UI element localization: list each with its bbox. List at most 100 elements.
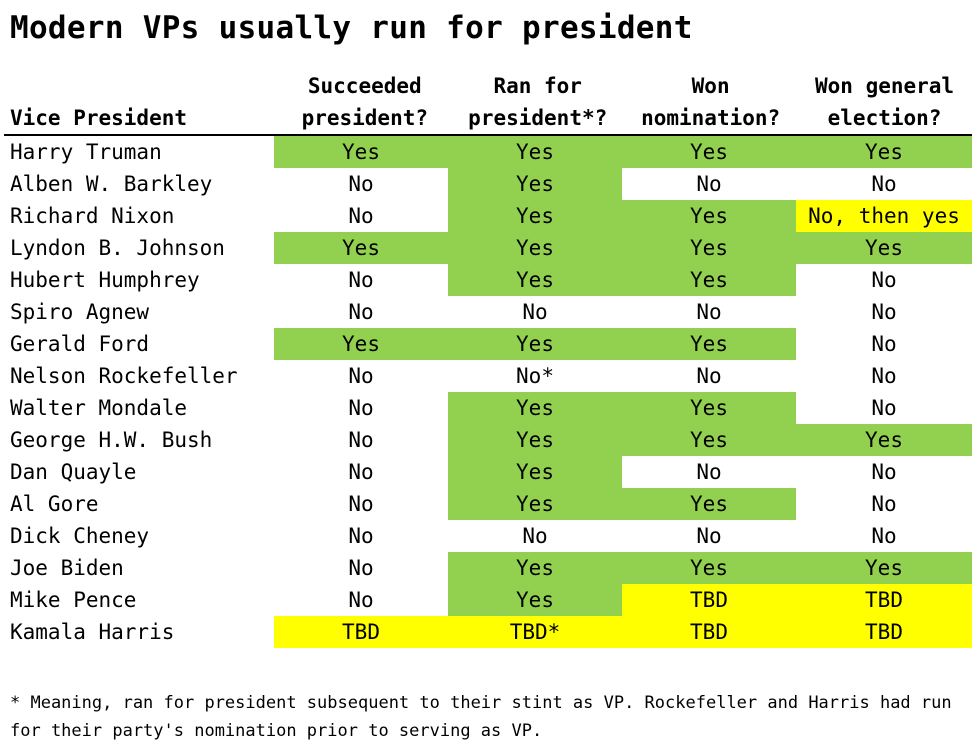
- won-general-cell: No, then yes: [796, 200, 972, 232]
- vp-name-cell: George H.W. Bush: [10, 428, 213, 452]
- ran-cell: Yes: [448, 136, 622, 168]
- ran-cell: No: [448, 296, 622, 328]
- header-succeeded-line2: president?: [301, 106, 428, 130]
- won-nomination-cell: Yes: [622, 392, 796, 424]
- won-general-cell: No: [796, 168, 972, 200]
- header-won-gen-line1: Won general: [815, 74, 955, 98]
- ran-cell: Yes: [448, 392, 622, 424]
- won-nomination-cell: Yes: [622, 488, 796, 520]
- succeeded-cell: Yes: [274, 328, 448, 360]
- won-nomination-cell: Yes: [622, 200, 796, 232]
- ran-cell: TBD*: [448, 616, 622, 648]
- succeeded-cell: Yes: [274, 136, 448, 168]
- won-nomination-cell: No: [622, 168, 796, 200]
- header-ran-line1: Ran for: [493, 74, 582, 98]
- succeeded-cell: No: [274, 296, 448, 328]
- table-row: Mike Pence No Yes TBD TBD: [4, 584, 972, 616]
- table-row: Harry Truman Yes Yes Yes Yes: [4, 136, 972, 168]
- header-won-nomination: Won nomination?: [624, 74, 797, 134]
- succeeded-cell: No: [274, 264, 448, 296]
- vp-name-cell: Mike Pence: [10, 588, 137, 612]
- table-row: Dick Cheney No No No No: [4, 520, 972, 552]
- header-succeeded-president: Succeeded president?: [278, 74, 451, 134]
- vp-name-cell: Lyndon B. Johnson: [10, 236, 225, 260]
- table-header-row: Vice President Succeeded president? Ran …: [4, 74, 972, 136]
- ran-cell: Yes: [448, 456, 622, 488]
- won-general-cell: Yes: [796, 552, 972, 584]
- ran-cell: No*: [448, 360, 622, 392]
- ran-cell: No: [448, 520, 622, 552]
- footnote: * Meaning, ran for president subsequent …: [10, 689, 970, 745]
- won-general-cell: Yes: [796, 424, 972, 456]
- won-nomination-cell: TBD: [622, 584, 796, 616]
- succeeded-cell: No: [274, 520, 448, 552]
- table-row: Nelson Rockefeller No No* No No: [4, 360, 972, 392]
- table-row: Al Gore No Yes Yes No: [4, 488, 972, 520]
- vp-name-cell: Hubert Humphrey: [10, 268, 200, 292]
- succeeded-cell: Yes: [274, 232, 448, 264]
- header-ran-for-president: Ran for president*?: [451, 74, 624, 134]
- header-vice-president-label: Vice President: [10, 106, 188, 130]
- won-general-cell: No: [796, 456, 972, 488]
- won-general-cell: No: [796, 264, 972, 296]
- won-nomination-cell: Yes: [622, 136, 796, 168]
- won-general-cell: TBD: [796, 616, 972, 648]
- succeeded-cell: No: [274, 200, 448, 232]
- table-row: Dan Quayle No Yes No No: [4, 456, 972, 488]
- table-row: Alben W. Barkley No Yes No No: [4, 168, 972, 200]
- vp-name-cell: Alben W. Barkley: [10, 172, 213, 196]
- won-general-cell: No: [796, 392, 972, 424]
- won-general-cell: No: [796, 328, 972, 360]
- ran-cell: Yes: [448, 552, 622, 584]
- vp-table: Vice President Succeeded president? Ran …: [4, 74, 972, 648]
- won-nomination-cell: Yes: [622, 328, 796, 360]
- vp-name-cell: Nelson Rockefeller: [10, 364, 238, 388]
- won-nomination-cell: TBD: [622, 616, 796, 648]
- won-nomination-cell: No: [622, 360, 796, 392]
- footnote-line-2: for their party's nomination prior to se…: [10, 721, 543, 741]
- header-won-nom-line1: Won: [691, 74, 730, 98]
- table-row: Spiro Agnew No No No No: [4, 296, 972, 328]
- won-general-cell: No: [796, 488, 972, 520]
- table-row: Kamala Harris TBD TBD* TBD TBD: [4, 616, 972, 648]
- won-general-cell: No: [796, 296, 972, 328]
- page-title: Modern VPs usually run for president: [10, 10, 693, 46]
- footnote-line-1: * Meaning, ran for president subsequent …: [10, 693, 952, 713]
- table-row: Hubert Humphrey No Yes Yes No: [4, 264, 972, 296]
- table-row: Lyndon B. Johnson Yes Yes Yes Yes: [4, 232, 972, 264]
- won-general-cell: No: [796, 360, 972, 392]
- won-nomination-cell: Yes: [622, 424, 796, 456]
- vp-name-cell: Dan Quayle: [10, 460, 137, 484]
- ran-cell: Yes: [448, 328, 622, 360]
- header-won-nom-line2: nomination?: [641, 106, 781, 130]
- header-won-gen-line2: election?: [827, 106, 942, 130]
- vp-name-cell: Harry Truman: [10, 140, 162, 164]
- succeeded-cell: TBD: [274, 616, 448, 648]
- ran-cell: Yes: [448, 232, 622, 264]
- ran-cell: Yes: [448, 264, 622, 296]
- vp-name-cell: Dick Cheney: [10, 524, 150, 548]
- succeeded-cell: No: [274, 392, 448, 424]
- table-row: Walter Mondale No Yes Yes No: [4, 392, 972, 424]
- won-general-cell: No: [796, 520, 972, 552]
- won-nomination-cell: No: [622, 520, 796, 552]
- ran-cell: Yes: [448, 168, 622, 200]
- vp-name-cell: Kamala Harris: [10, 620, 175, 644]
- won-general-cell: Yes: [796, 232, 972, 264]
- table-row: George H.W. Bush No Yes Yes Yes: [4, 424, 972, 456]
- succeeded-cell: No: [274, 360, 448, 392]
- ran-cell: Yes: [448, 424, 622, 456]
- succeeded-cell: No: [274, 424, 448, 456]
- vp-name-cell: Walter Mondale: [10, 396, 188, 420]
- ran-cell: Yes: [448, 584, 622, 616]
- header-ran-line2: president*?: [468, 106, 608, 130]
- table-row: Richard Nixon No Yes Yes No, then yes: [4, 200, 972, 232]
- vp-name-cell: Gerald Ford: [10, 332, 150, 356]
- won-nomination-cell: Yes: [622, 264, 796, 296]
- table-row: Gerald Ford Yes Yes Yes No: [4, 328, 972, 360]
- won-nomination-cell: No: [622, 456, 796, 488]
- vp-name-cell: Joe Biden: [10, 556, 124, 580]
- succeeded-cell: No: [274, 584, 448, 616]
- won-general-cell: Yes: [796, 136, 972, 168]
- won-nomination-cell: No: [622, 296, 796, 328]
